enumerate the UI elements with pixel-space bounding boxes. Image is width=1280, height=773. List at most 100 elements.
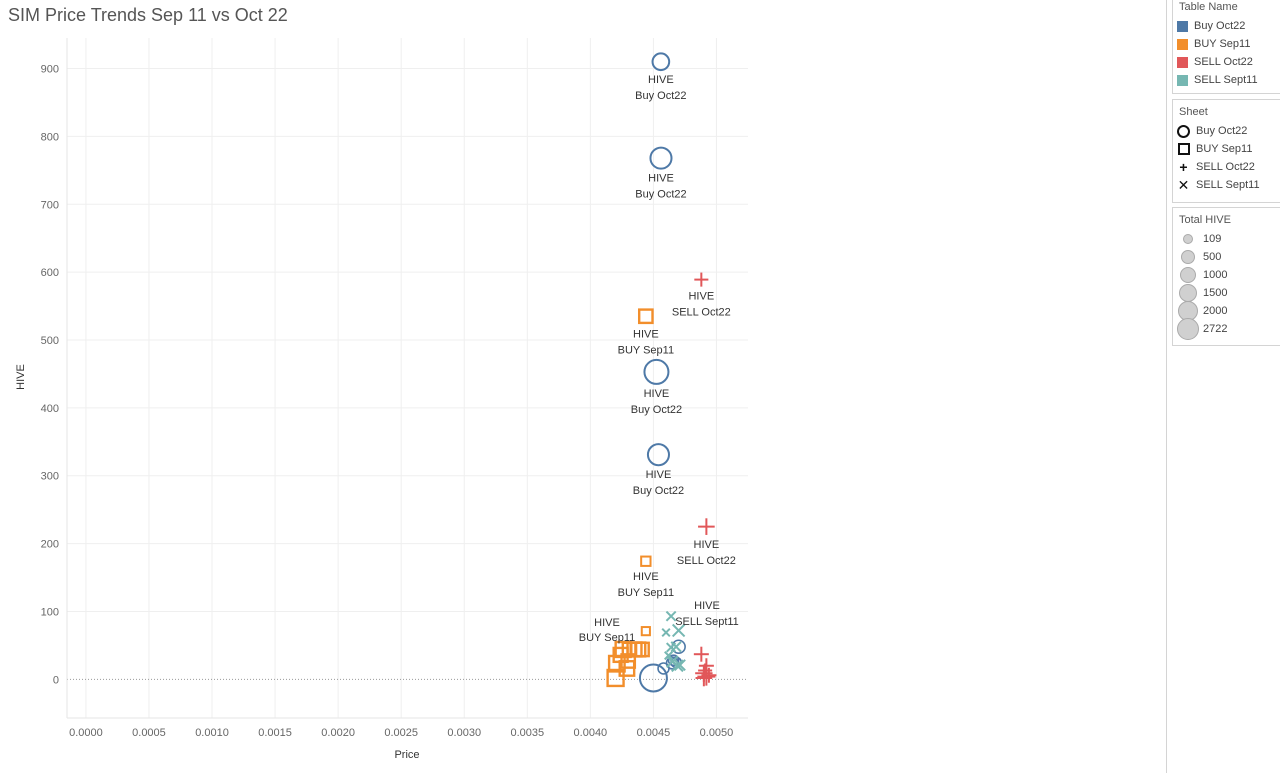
- legend-title: Sheet: [1179, 106, 1208, 118]
- legend-item[interactable]: BUY Sep11: [1173, 35, 1280, 53]
- legend-label: BUY Sep11: [1194, 38, 1251, 50]
- legend-title: Table Name: [1179, 1, 1238, 13]
- y-tick-label: 400: [41, 403, 59, 415]
- point-buy-sep11: [606, 668, 625, 688]
- legend-label: 2000: [1203, 305, 1228, 317]
- legend-item[interactable]: SELL Sept11: [1173, 71, 1280, 89]
- point-sell-sept11: [671, 623, 686, 638]
- data-label: HIVE: [646, 469, 672, 481]
- legend-title: Total HIVE: [1179, 214, 1231, 226]
- point-buy-oct22: [649, 146, 673, 170]
- legend-item[interactable]: SELL Oct22: [1173, 53, 1280, 71]
- size-circle-icon: [1177, 266, 1199, 284]
- legend-item[interactable]: + SELL Oct22: [1173, 158, 1280, 176]
- data-label: HIVE: [694, 539, 720, 551]
- x-tick-label: 0.0005: [132, 727, 166, 739]
- point-sell-sept11: [671, 659, 684, 673]
- plus-icon: +: [1179, 159, 1188, 175]
- legend-item[interactable]: 1500: [1173, 283, 1280, 303]
- size-circle-icon: [1177, 318, 1199, 340]
- square-icon: [1177, 143, 1190, 156]
- color-swatch: [1177, 20, 1188, 32]
- x-tick-label: 0.0035: [510, 727, 544, 739]
- data-label: SELL Oct22: [677, 555, 736, 567]
- x-tick-label: 0.0010: [195, 727, 229, 739]
- data-label: Buy Oct22: [631, 404, 682, 416]
- data-label: BUY Sep11: [579, 632, 635, 644]
- data-label: Buy Oct22: [635, 189, 686, 201]
- data-label: Buy Oct22: [635, 90, 686, 102]
- legend-item[interactable]: Buy Oct22: [1173, 17, 1280, 35]
- legend-label: 109: [1203, 233, 1222, 245]
- data-label: HIVE: [633, 571, 659, 583]
- point-sell-sept11: [665, 610, 677, 622]
- grid-layer: [67, 38, 748, 718]
- legend-table-name: Table Name Buy Oct22 BUY Sep11 SELL Oct22 S…: [1172, 0, 1280, 94]
- y-tick-label: 200: [41, 539, 59, 551]
- point-sell-oct22: [693, 646, 709, 662]
- point-buy-sep11: [637, 308, 654, 325]
- x-tick-label: 0.0020: [321, 727, 355, 739]
- y-tick-label: 500: [41, 335, 59, 347]
- data-label: HIVE: [648, 173, 674, 185]
- size-circle-icon: [1177, 283, 1199, 303]
- y-tick-label: 600: [41, 267, 59, 279]
- data-label: HIVE: [594, 617, 620, 629]
- legend-total-hive: Total HIVE 109 500 1000 1500 2000 2722: [1172, 207, 1280, 346]
- data-label: Buy Oct22: [633, 485, 684, 497]
- data-label: BUY Sep11: [618, 587, 674, 599]
- label-layer: HIVE Buy Oct22 HIVE Buy Oct22 HIVE Buy Oct22 H…: [579, 74, 739, 644]
- legend-item[interactable]: Buy Oct22: [1173, 122, 1280, 140]
- data-label: SELL Oct22: [672, 307, 731, 319]
- panel-divider: [1166, 0, 1167, 773]
- point-sell-sept11: [670, 641, 682, 653]
- legend-label: 500: [1203, 251, 1222, 263]
- point-buy-oct22: [643, 358, 670, 385]
- mark-layer: [606, 52, 717, 693]
- data-label: HIVE: [688, 291, 714, 303]
- legend-label: 2722: [1203, 323, 1228, 335]
- legend-item[interactable]: BUY Sep11: [1173, 140, 1280, 158]
- size-circle-icon: [1177, 233, 1199, 245]
- legend-label: Buy Oct22: [1194, 20, 1246, 32]
- x-tick-label: 0.0030: [447, 727, 481, 739]
- point-buy-oct22: [651, 52, 671, 72]
- point-sell-sept11: [664, 651, 674, 661]
- data-label: HIVE: [694, 600, 720, 612]
- point-sell-oct22: [698, 518, 715, 535]
- circle-icon: [1177, 124, 1190, 138]
- data-label: BUY Sep11: [618, 345, 674, 357]
- legend-label: BUY Sep11: [1196, 143, 1253, 155]
- x-tick-label: 0.0050: [700, 727, 734, 739]
- color-swatch: [1177, 56, 1188, 68]
- data-label: SELL Sept11: [675, 616, 739, 628]
- legend-item[interactable]: 109: [1173, 230, 1280, 248]
- cross-icon: ✕: [1177, 176, 1190, 193]
- legend-item[interactable]: ✕ SELL Sept11: [1173, 176, 1280, 194]
- x-tick-label: 0.0045: [637, 727, 671, 739]
- x-axis-label: Price: [394, 749, 419, 761]
- legend-label: 1000: [1203, 269, 1228, 281]
- x-tick-label: 0.0000: [69, 727, 103, 739]
- point-buy-oct22: [667, 654, 680, 667]
- y-axis-label: HIVE: [15, 364, 27, 390]
- y-tick-label: 100: [41, 606, 59, 618]
- y-tick-label: 300: [41, 471, 59, 483]
- x-tick-label: 0.0040: [574, 727, 608, 739]
- legend-item[interactable]: 1000: [1173, 266, 1280, 284]
- color-swatch: [1177, 38, 1188, 50]
- legend-item[interactable]: 2722: [1173, 318, 1280, 340]
- scatter-chart: 0.0000 0.0005 0.0010 0.0015 0.0020 0.0025 0.00…: [15, 38, 748, 761]
- legend-label: SELL Oct22: [1196, 161, 1255, 173]
- point-buy-sep11: [640, 555, 652, 567]
- data-label: HIVE: [648, 74, 674, 86]
- legend-label: SELL Sept11: [1194, 74, 1258, 86]
- point-buy-oct22: [638, 663, 668, 693]
- legend-label: SELL Oct22: [1194, 56, 1253, 68]
- point-buy-oct22: [646, 443, 670, 467]
- color-swatch: [1177, 74, 1188, 86]
- size-circle-icon: [1177, 250, 1199, 264]
- legend-item[interactable]: 500: [1173, 248, 1280, 266]
- x-tick-label: 0.0015: [258, 727, 292, 739]
- page-title: SIM Price Trends Sep 11 vs Oct 22: [8, 5, 288, 25]
